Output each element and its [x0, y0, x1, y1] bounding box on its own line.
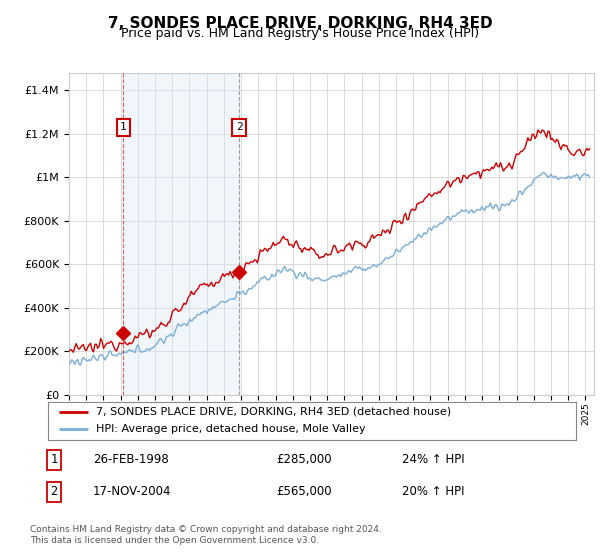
Text: Contains HM Land Registry data © Crown copyright and database right 2024.
This d: Contains HM Land Registry data © Crown c…	[30, 525, 382, 545]
Text: 2: 2	[50, 485, 58, 498]
Text: 26-FEB-1998: 26-FEB-1998	[93, 453, 169, 466]
Text: 17-NOV-2004: 17-NOV-2004	[93, 485, 172, 498]
Text: 7, SONDES PLACE DRIVE, DORKING, RH4 3ED: 7, SONDES PLACE DRIVE, DORKING, RH4 3ED	[107, 16, 493, 31]
Text: 1: 1	[50, 453, 58, 466]
Text: 24% ↑ HPI: 24% ↑ HPI	[402, 453, 464, 466]
Text: HPI: Average price, detached house, Mole Valley: HPI: Average price, detached house, Mole…	[95, 424, 365, 435]
Text: Price paid vs. HM Land Registry's House Price Index (HPI): Price paid vs. HM Land Registry's House …	[121, 27, 479, 40]
Text: 7, SONDES PLACE DRIVE, DORKING, RH4 3ED (detached house): 7, SONDES PLACE DRIVE, DORKING, RH4 3ED …	[95, 407, 451, 417]
Text: 1: 1	[120, 122, 127, 132]
Text: £285,000: £285,000	[276, 453, 332, 466]
Text: 2: 2	[236, 122, 242, 132]
Text: £565,000: £565,000	[276, 485, 332, 498]
Text: 20% ↑ HPI: 20% ↑ HPI	[402, 485, 464, 498]
Bar	[123, 73, 239, 395]
